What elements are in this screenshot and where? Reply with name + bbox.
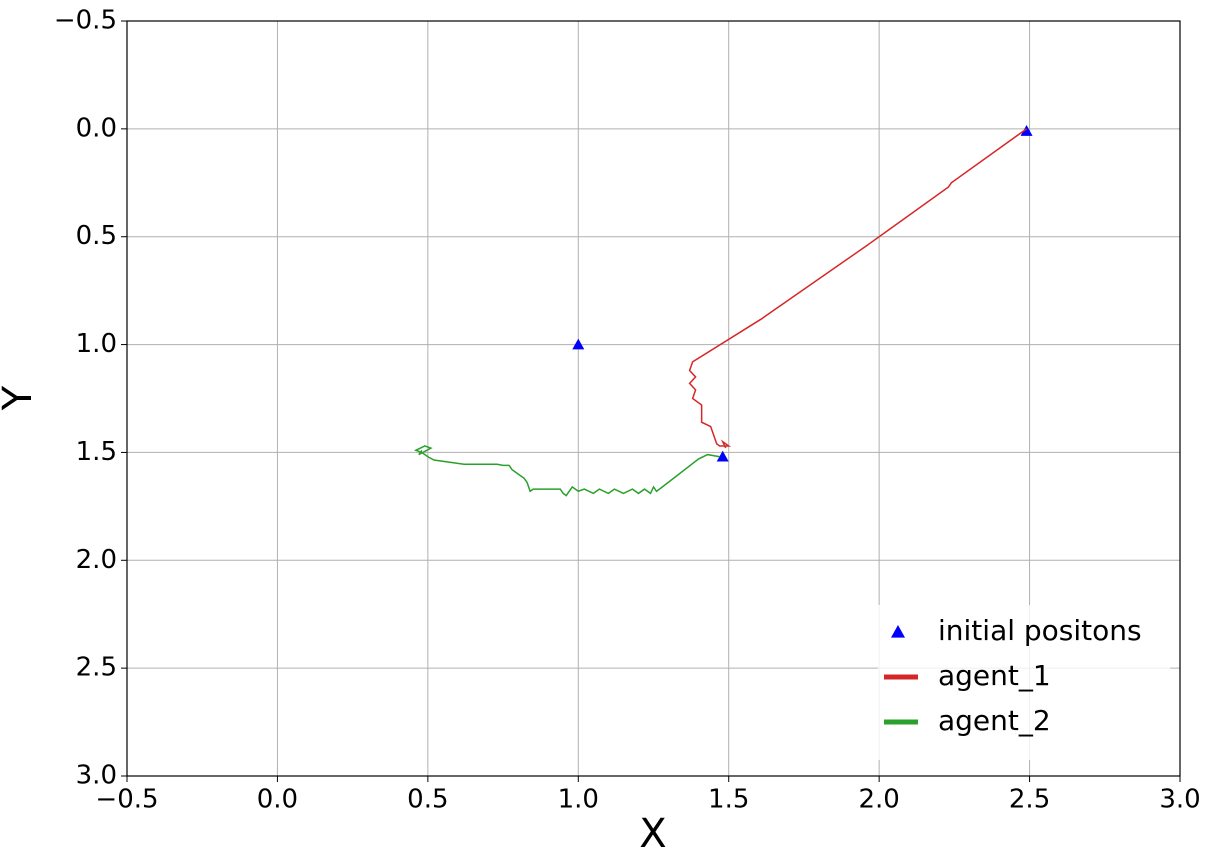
x-tick-label: −0.5 bbox=[95, 785, 158, 815]
y-tick-label: 1.0 bbox=[76, 329, 117, 359]
legend-marker bbox=[891, 625, 905, 638]
x-tick-label: 3.0 bbox=[1159, 785, 1200, 815]
y-tick-label: 1.5 bbox=[76, 437, 117, 467]
legend-label: agent_2 bbox=[938, 704, 1051, 737]
x-tick-label: 0.0 bbox=[257, 785, 298, 815]
y-tick-label: 2.5 bbox=[76, 653, 117, 683]
x-tick-label: 1.0 bbox=[558, 785, 599, 815]
y-tick-label: 0.5 bbox=[76, 221, 117, 251]
x-axis-label: X bbox=[639, 811, 666, 857]
legend-label: agent_1 bbox=[938, 659, 1051, 692]
x-tick-label: 2.5 bbox=[1009, 785, 1050, 815]
initial-position-marker bbox=[572, 338, 585, 350]
initial-position-marker bbox=[1020, 125, 1033, 136]
x-tick-label: 1.5 bbox=[708, 785, 749, 815]
y-tick-label: 3.0 bbox=[76, 761, 117, 791]
legend-label: initial positons bbox=[938, 614, 1142, 647]
initial-position-marker bbox=[716, 450, 729, 462]
trajectory-line bbox=[688, 128, 1027, 449]
y-tick-label: 0.0 bbox=[76, 113, 117, 143]
y-tick-label: 2.0 bbox=[76, 545, 117, 575]
trajectory-line bbox=[413, 445, 720, 497]
x-tick-label: 2.0 bbox=[858, 785, 899, 815]
legend-box bbox=[878, 605, 1170, 760]
y-axis-label: Y bbox=[0, 385, 41, 411]
x-tick-label: 0.5 bbox=[407, 785, 448, 815]
y-tick-label: −0.5 bbox=[54, 6, 117, 36]
plot-frame bbox=[126, 20, 1181, 777]
